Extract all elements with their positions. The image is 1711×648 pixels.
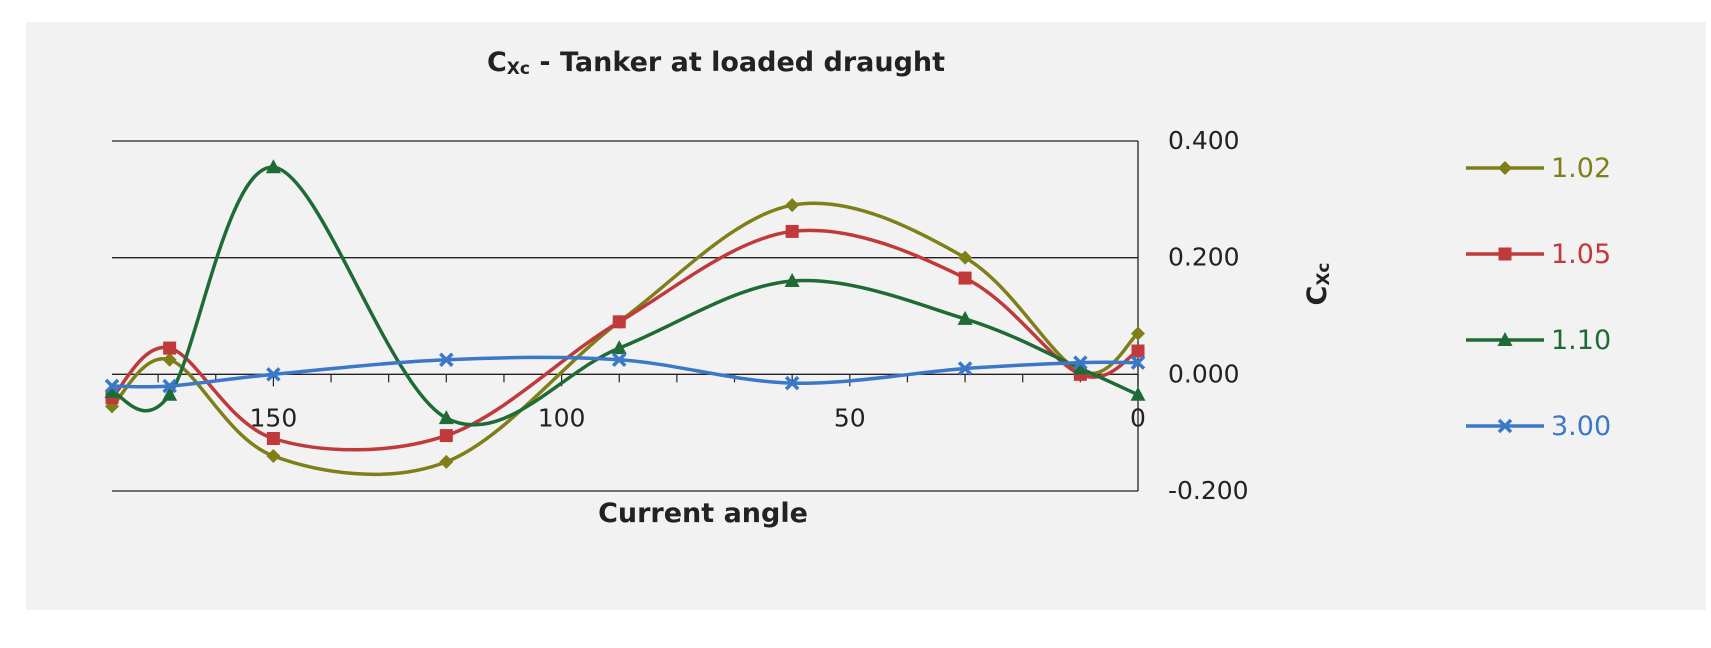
legend-marker: [1497, 332, 1513, 346]
x-tick-label: 150: [250, 403, 298, 432]
chart-title-rest: - Tanker at loaded draught: [530, 47, 945, 78]
chart-title: CXc - Tanker at loaded draught: [487, 47, 945, 79]
data-point: [266, 432, 280, 445]
data-point: [104, 378, 120, 394]
data-point: [957, 310, 973, 325]
x-marker-stroke: [439, 352, 454, 367]
data-point: [163, 341, 177, 355]
x-marker-stroke: [1497, 418, 1513, 434]
y-tick-label: 0.200: [1168, 243, 1240, 272]
data-point: [785, 224, 799, 238]
data-point: [957, 361, 973, 376]
data-point: [958, 250, 973, 265]
legend-item-3.00: 3.00: [1466, 411, 1611, 442]
legend-label: 3.00: [1551, 411, 1611, 442]
data-point: [266, 367, 281, 382]
data-point: [785, 198, 800, 213]
x-marker-stroke: [1073, 355, 1088, 370]
data-point: [265, 159, 281, 174]
x-tick-label: 50: [834, 403, 866, 432]
data-point: [162, 386, 178, 401]
x-marker-stroke: [611, 352, 627, 367]
data-point: [611, 340, 627, 355]
x-marker-stroke: [162, 378, 177, 394]
data-point: [1131, 326, 1145, 341]
data-point: [611, 352, 627, 367]
legend-marker: [1498, 161, 1512, 175]
y-axis-label-group: CXc: [1302, 262, 1334, 305]
data-point: [784, 273, 800, 287]
series-1.10: [104, 159, 1146, 427]
legend-marker: [1498, 247, 1512, 261]
y-tick-label: 0.000: [1168, 359, 1240, 388]
y-tick-label: 0.400: [1168, 126, 1240, 155]
data-point: [438, 410, 454, 425]
legend-item-1.02: 1.02: [1466, 153, 1611, 184]
legend-item-1.10: 1.10: [1466, 325, 1611, 356]
data-point: [439, 454, 454, 469]
series-line: [111, 355, 1139, 389]
data-point: [104, 383, 120, 398]
data-point: [1072, 360, 1088, 375]
y-tick-label: -0.200: [1168, 476, 1249, 505]
legend-label: 1.02: [1551, 153, 1611, 184]
series-line: [111, 165, 1139, 427]
legend-item-1.05: 1.05: [1466, 239, 1611, 270]
data-point: [1131, 344, 1145, 358]
legend-label: 1.05: [1551, 239, 1611, 270]
chart-title-sub: Xc: [507, 59, 530, 79]
x-marker-stroke: [266, 367, 281, 382]
x-tick-label: 0: [1130, 403, 1146, 432]
x-tick-label: 100: [538, 403, 586, 432]
x-marker-stroke: [784, 375, 800, 391]
axis-layer: 0.400 0.200 0.000 -0.200 150 100 50 0: [157, 126, 1249, 505]
y-axis-label-main: C: [1302, 286, 1333, 306]
x-marker-stroke: [957, 361, 973, 376]
chart-svg: CXc - Tanker at loaded draught Current a…: [104, 47, 1611, 529]
series-3.00: [104, 352, 1146, 394]
data-point: [439, 429, 453, 443]
x-axis-label: Current angle: [598, 498, 808, 529]
data-point: [612, 315, 626, 329]
data-point: [1073, 355, 1088, 370]
legend: 1.02 1.05 1.10 3.00: [1466, 153, 1611, 442]
data-point: [162, 352, 177, 367]
legend-label: 1.10: [1551, 325, 1611, 356]
legend-marker: [1497, 418, 1513, 434]
x-marker-stroke: [1130, 355, 1146, 370]
data-point: [784, 375, 800, 391]
y-axis-label: CXc: [1302, 262, 1334, 305]
data-point: [1130, 355, 1146, 370]
data-point: [266, 449, 281, 463]
x-marker-stroke: [104, 378, 120, 394]
data-point: [439, 352, 454, 367]
data-point: [958, 271, 972, 285]
chart-title-main: C: [487, 47, 507, 78]
series-layer: [104, 159, 1146, 477]
data-point: [162, 378, 177, 394]
y-axis-label-sub: Xc: [1314, 262, 1334, 285]
chart-panel: CXc - Tanker at loaded draught Current a…: [26, 22, 1706, 610]
data-point: [1130, 386, 1146, 401]
series-1.05: [105, 224, 1145, 452]
